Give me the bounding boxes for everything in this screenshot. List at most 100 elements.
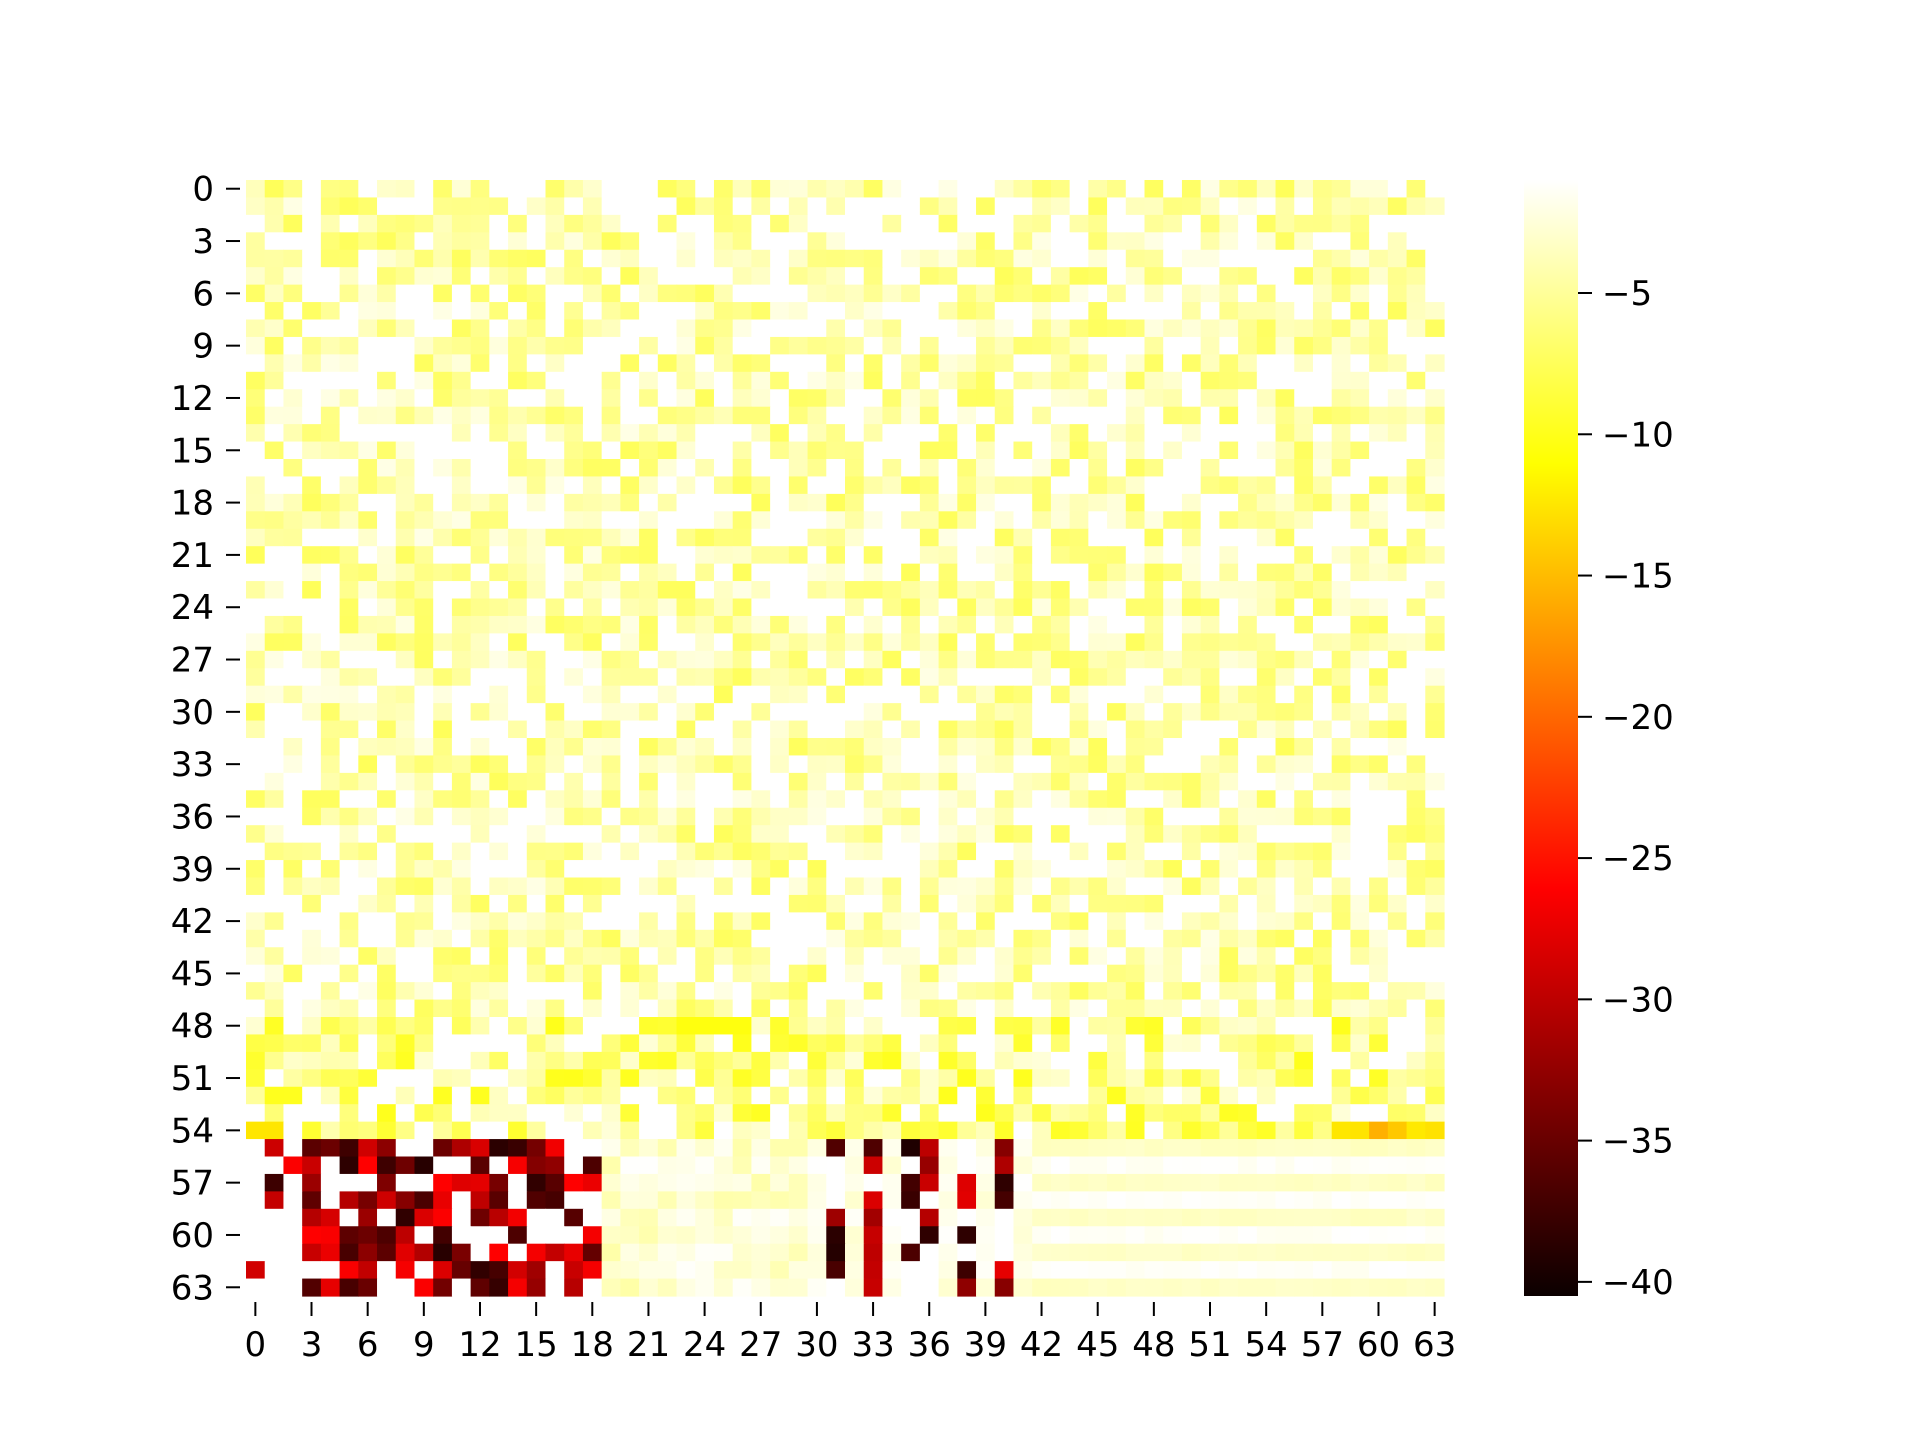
- heatmap-cell: [283, 511, 303, 530]
- heatmap-cell: [564, 982, 584, 1001]
- heatmap-cell: [1238, 982, 1258, 1001]
- heatmap-cell: [1107, 1069, 1127, 1088]
- heatmap-cell: [751, 720, 771, 739]
- heatmap-cell: [433, 528, 453, 547]
- heatmap-cell: [826, 1261, 846, 1280]
- heatmap-cell: [1200, 459, 1220, 478]
- heatmap-cell: [1406, 1278, 1426, 1297]
- heatmap-cell: [1163, 1191, 1183, 1210]
- heatmap-cell: [901, 302, 921, 321]
- heatmap-cell: [620, 476, 640, 495]
- heatmap-cell: [395, 197, 416, 216]
- heatmap-cell: [545, 354, 565, 373]
- heatmap-cell: [1369, 267, 1389, 286]
- heatmap-cell: [1069, 738, 1089, 757]
- heatmap-cell: [1069, 964, 1089, 983]
- heatmap-cell: [1256, 615, 1277, 634]
- heatmap-cell: [732, 1034, 753, 1053]
- heatmap-cell: [601, 825, 621, 844]
- heatmap-cell: [1181, 929, 1202, 948]
- heatmap-cell: [1181, 1069, 1202, 1088]
- heatmap-cell: [863, 581, 884, 600]
- heatmap-cell: [1369, 1017, 1389, 1036]
- heatmap-cell: [1219, 738, 1239, 757]
- heatmap-cell: [414, 1034, 434, 1053]
- heatmap-cell: [882, 1017, 902, 1036]
- heatmap-cell: [1275, 668, 1295, 687]
- heatmap-cell: [1350, 1261, 1370, 1280]
- heatmap-cell: [1125, 319, 1146, 338]
- heatmap-cell: [957, 528, 977, 547]
- heatmap-cell: [676, 511, 696, 530]
- heatmap-cell: [264, 615, 285, 634]
- heatmap-cell: [302, 511, 322, 530]
- heatmap-cell: [1350, 877, 1370, 896]
- heatmap-cell: [264, 267, 285, 286]
- heatmap-cell: [1238, 703, 1258, 722]
- heatmap-cell: [976, 441, 996, 460]
- heatmap-cell: [1238, 668, 1258, 687]
- heatmap-cell: [1144, 493, 1164, 512]
- heatmap-cell: [770, 441, 790, 460]
- heatmap-cell: [1088, 703, 1108, 722]
- heatmap-cell: [695, 336, 715, 355]
- heatmap-cell: [882, 581, 902, 600]
- heatmap-cell: [713, 598, 734, 617]
- heatmap-cell: [414, 232, 434, 251]
- heatmap-cell: [732, 860, 753, 879]
- heatmap-cell: [283, 563, 303, 582]
- heatmap-cell: [1312, 493, 1333, 512]
- heatmap-cell: [526, 1156, 547, 1175]
- heatmap-cell: [1387, 738, 1408, 757]
- heatmap-cell: [414, 1191, 434, 1210]
- heatmap-cell: [1125, 877, 1146, 896]
- heatmap-cell: [1200, 493, 1220, 512]
- heatmap-cell: [339, 180, 359, 199]
- heatmap-cell: [1425, 982, 1445, 1001]
- heatmap-cell: [564, 336, 584, 355]
- heatmap-cell: [508, 1173, 528, 1192]
- heatmap-cell: [582, 598, 603, 617]
- heatmap-cell: [582, 947, 603, 966]
- heatmap-cell: [451, 511, 472, 530]
- heatmap-cell: [358, 1156, 378, 1175]
- heatmap-cell: [564, 1086, 584, 1105]
- heatmap-cell: [489, 929, 509, 948]
- heatmap-cell: [1350, 842, 1370, 861]
- heatmap-cell: [526, 912, 547, 931]
- heatmap-cell: [788, 807, 809, 826]
- heatmap-cells: [246, 180, 1445, 1297]
- heatmap-cell: [938, 546, 958, 565]
- heatmap-cell: [845, 1051, 865, 1070]
- heatmap-cell: [339, 459, 359, 478]
- y-tick-label: 21: [171, 536, 214, 576]
- heatmap-cell: [1200, 964, 1220, 983]
- heatmap-cell: [451, 1226, 472, 1245]
- heatmap-cell: [994, 842, 1015, 861]
- heatmap-cell: [339, 1173, 359, 1192]
- heatmap-cell: [1256, 668, 1277, 687]
- heatmap-cell: [564, 929, 584, 948]
- heatmap-cell: [751, 1261, 771, 1280]
- heatmap-cell: [901, 459, 921, 478]
- heatmap-cell: [938, 668, 958, 687]
- heatmap-cell: [302, 1261, 322, 1280]
- heatmap-cell: [957, 389, 977, 408]
- heatmap-cell: [545, 1034, 565, 1053]
- heatmap-cell: [695, 389, 715, 408]
- heatmap-cell: [526, 406, 547, 425]
- heatmap-cell: [1256, 1278, 1277, 1297]
- heatmap-cell: [320, 249, 341, 268]
- heatmap-cell: [938, 1139, 958, 1158]
- heatmap-cell: [863, 1104, 884, 1123]
- heatmap-cell: [732, 894, 753, 913]
- heatmap-cell: [1069, 894, 1089, 913]
- heatmap-cell: [1200, 284, 1220, 303]
- heatmap-cell: [882, 1243, 902, 1262]
- heatmap-cell: [1425, 999, 1445, 1018]
- heatmap-cell: [713, 894, 734, 913]
- heatmap-cell: [1331, 668, 1352, 687]
- heatmap-cell: [1294, 319, 1314, 338]
- heatmap-cell: [1256, 1121, 1277, 1140]
- heatmap-cell: [957, 1069, 977, 1088]
